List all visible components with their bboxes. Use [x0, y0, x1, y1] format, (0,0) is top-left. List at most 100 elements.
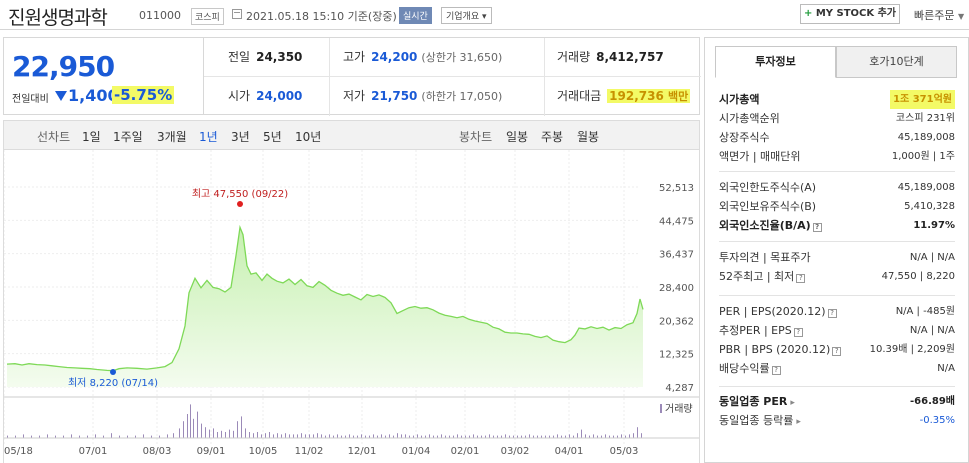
pbr-label-wrap: PBR | BPS (2020.12)?: [719, 340, 842, 359]
help-icon[interactable]: ?: [827, 309, 837, 318]
volume-bar: [517, 435, 518, 438]
sector-per-label-wrap: 동일업종 PER ▸: [719, 392, 795, 413]
tab-monthly[interactable]: 월봉: [577, 130, 600, 144]
volume-bar: [477, 435, 478, 438]
foreign-ratio-label-wrap: 외국인소진율(B/A)?: [719, 216, 822, 235]
plus-icon: +: [803, 8, 813, 19]
add-mystock-button[interactable]: + MY STOCK 추가: [800, 4, 900, 24]
volume-bar: [461, 435, 462, 438]
divider: [544, 38, 545, 116]
shares-row: 상장주식수 45,189,008: [719, 128, 955, 147]
volume-bar: [533, 435, 534, 438]
tab-5year[interactable]: 5년: [263, 130, 282, 144]
volume-bar: [537, 435, 538, 438]
volume-bar: [127, 435, 128, 438]
x-tick-label: 04/01: [555, 446, 584, 457]
est-per-row: 추정PER | EPS? N/A | N/A: [719, 321, 955, 340]
volume-bar: [581, 429, 582, 438]
volume-bar: [71, 434, 72, 438]
volume-bar: [385, 435, 386, 438]
help-icon[interactable]: ?: [796, 274, 806, 283]
volume-bar: [637, 427, 638, 438]
volume-bar: [417, 434, 418, 438]
volume-bar: [605, 434, 606, 438]
x-tick-label: 01/04: [402, 446, 431, 457]
price-chart[interactable]: 52,513 44,475 36,437 28,400 20,362 12,325 4,28…: [3, 150, 700, 463]
trade-amount-number: 192,736: [609, 89, 664, 103]
chart-tab-bar: 선차트 1일 1주일 3개월 1년 3년 5년 10년 봉차트 일봉 주봉 월봉: [3, 120, 700, 150]
volume-bar: [285, 433, 286, 438]
company-overview-button[interactable]: 기업개요 ▾: [441, 7, 492, 24]
line-chart-label: 선차트: [37, 130, 71, 144]
trade-amount-value: 192,736 백만: [607, 89, 691, 103]
volume-bar: [541, 435, 542, 438]
w52-label-wrap: 52주최고 | 최저?: [719, 267, 806, 286]
volume-bar: [55, 435, 56, 438]
sector-per-value: -66.89배: [910, 396, 955, 407]
realtime-button[interactable]: 실시간: [399, 7, 432, 24]
volume-bar: [521, 435, 522, 438]
help-icon[interactable]: ?: [771, 366, 781, 375]
volume-bar: [47, 434, 48, 438]
volume-bar: [7, 435, 8, 438]
tab-weekly[interactable]: 주봉: [541, 130, 564, 144]
volume-bar: [217, 432, 218, 438]
day-low-label: 저가: [343, 89, 366, 103]
volume-bar: [633, 433, 634, 438]
tab-1day[interactable]: 1일: [82, 130, 101, 144]
volume-bar: [621, 434, 622, 438]
quick-order-button[interactable]: 빠른주문 ▼: [914, 7, 964, 23]
volume-bar: [453, 435, 454, 438]
prev-close-label: 전일: [228, 50, 251, 64]
x-tick-label: 05/03: [610, 446, 639, 457]
volume-bar: [509, 435, 510, 438]
volume-bar: [629, 434, 630, 438]
volume-label: 거래량: [557, 50, 591, 64]
volume-bar: [569, 434, 570, 438]
tab-3year[interactable]: 3년: [231, 130, 250, 144]
volume-bar: [565, 435, 566, 438]
price-area: [7, 227, 643, 387]
volume-bar: [337, 434, 338, 438]
volume-bar: [281, 434, 282, 438]
help-icon[interactable]: ?: [812, 223, 822, 232]
volume-bar: [205, 427, 206, 438]
volume-bar: [341, 435, 342, 438]
par-row: 액면가 | 매매단위 1,000원 | 1주: [719, 147, 955, 166]
foreign-own-value: 5,410,328: [904, 201, 955, 212]
volume-bar: [445, 435, 446, 438]
volume-bar: [333, 435, 334, 438]
dividend-label-wrap: 배당수익률?: [719, 359, 781, 378]
sector-per-label: 동일업종 PER: [719, 395, 788, 408]
tab-orderbook[interactable]: 호가10단계: [836, 46, 957, 78]
foreign-limit-label: 외국인한도주식수(A): [719, 181, 817, 194]
volume-bar: [63, 435, 64, 438]
open-label: 시가: [228, 89, 251, 103]
tab-1week[interactable]: 1주일: [113, 130, 143, 144]
volume-bar: [253, 433, 254, 438]
help-icon[interactable]: ?: [793, 328, 803, 337]
tab-1year[interactable]: 1년: [199, 130, 218, 144]
tab-investment-info[interactable]: 투자정보: [715, 46, 836, 78]
volume-bar: [585, 434, 586, 438]
volume-bar: [413, 435, 414, 438]
volume-bar: [15, 435, 16, 438]
down-triangle-icon: [55, 91, 67, 101]
tab-daily[interactable]: 일봉: [506, 130, 529, 144]
current-price: 22,950: [12, 50, 115, 83]
volume-bar: [349, 434, 350, 438]
tab-3month[interactable]: 3개월: [157, 130, 187, 144]
x-tick-label: 12/01: [348, 446, 377, 457]
volume-bar: [233, 430, 234, 438]
volume-bar: [397, 433, 398, 438]
sector-change-row: 동일업종 등락률 ▸ -0.35%: [719, 411, 955, 430]
volume-bar: [465, 435, 466, 438]
foreign-ratio-label: 외국인소진율(B/A): [719, 219, 811, 232]
tab-10year[interactable]: 10년: [295, 130, 322, 144]
volume-bar: [549, 435, 550, 438]
volume-bar: [209, 429, 210, 438]
x-tick-label: 08/03: [143, 446, 172, 457]
price-change: 1,400: [68, 86, 119, 105]
help-icon[interactable]: ?: [832, 347, 842, 356]
dividend-value: N/A: [937, 363, 955, 374]
